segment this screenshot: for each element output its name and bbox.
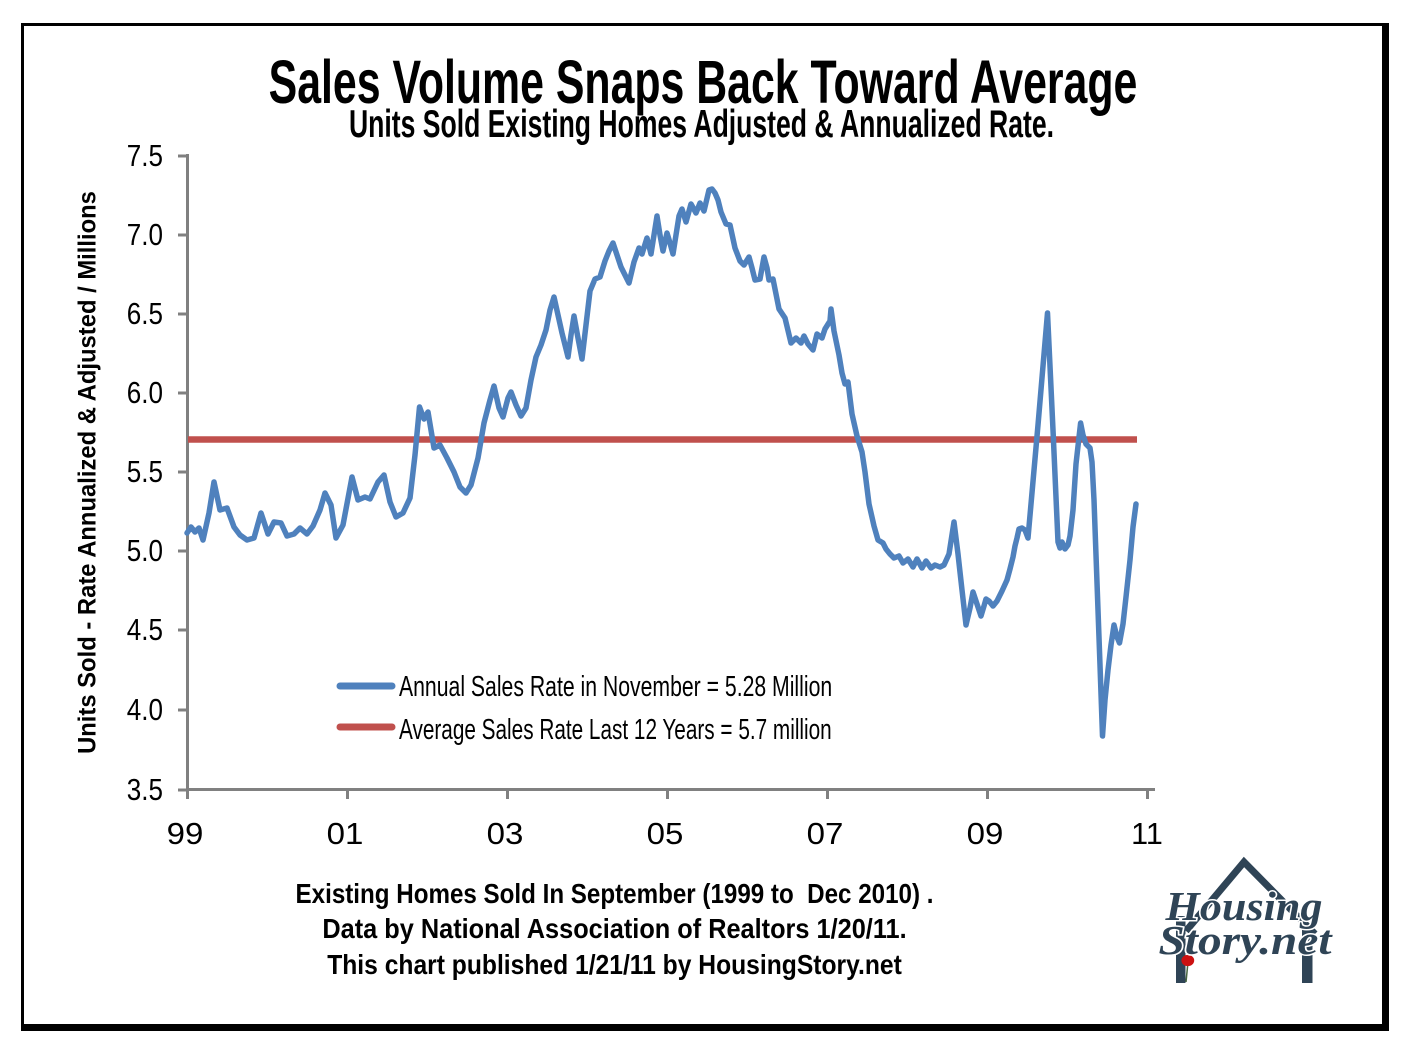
svg-text:Housing: Housing	[1164, 883, 1322, 929]
svg-text:Story.net: Story.net	[1159, 917, 1334, 963]
